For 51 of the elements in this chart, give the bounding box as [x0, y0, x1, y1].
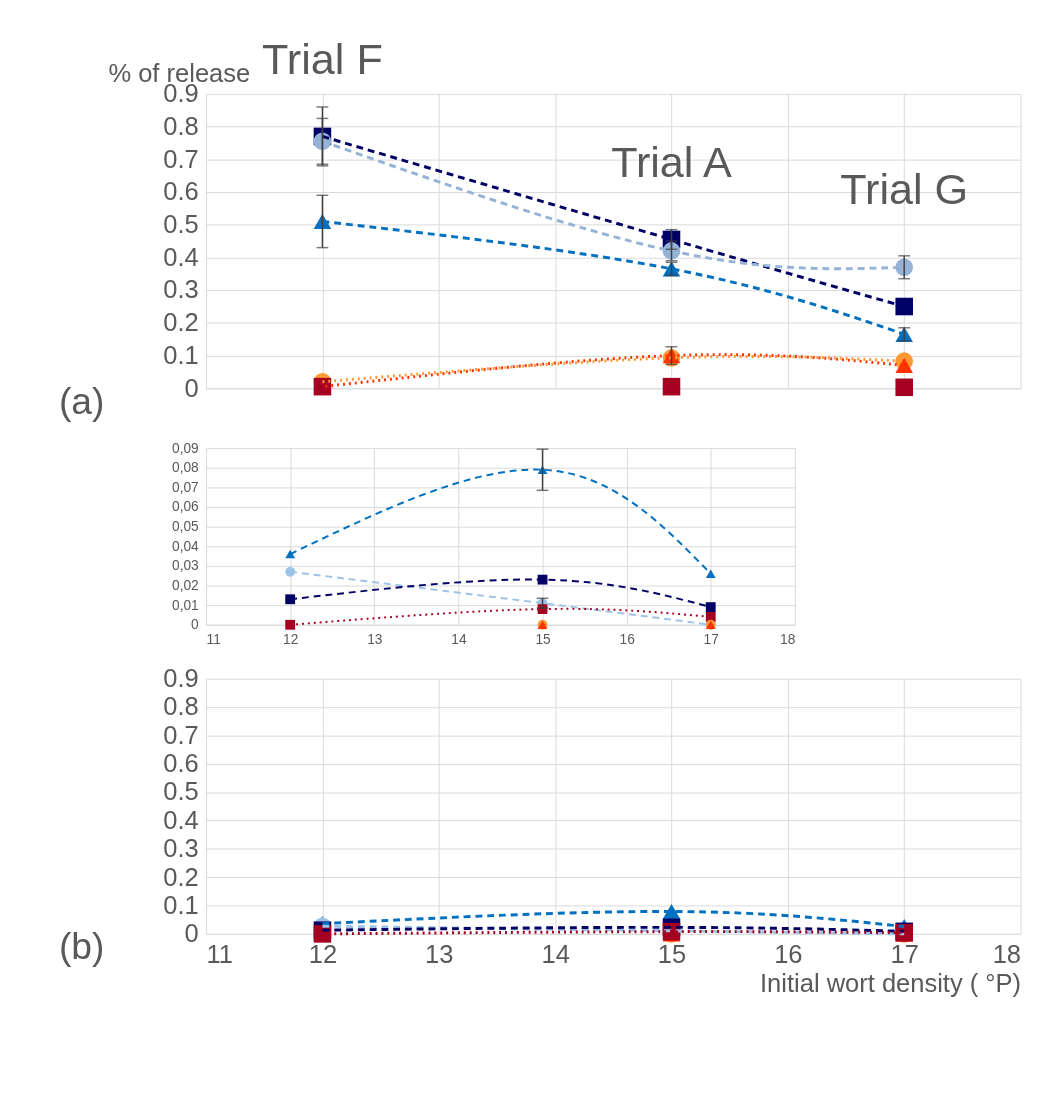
x-tick-label: 17: [890, 939, 919, 968]
x-tick-label: 17: [703, 631, 719, 647]
y-tick-label: 0,01: [172, 597, 199, 613]
text: (a): [58, 379, 105, 422]
x-tick-label: 13: [367, 631, 383, 647]
y-tick-label: 0,07: [172, 479, 199, 495]
x-tick-label: 15: [657, 939, 687, 968]
y-tick-label: 0,09: [172, 440, 199, 456]
y-tick-label: 0.1: [163, 340, 199, 369]
x-tick-label: 18: [992, 939, 1022, 968]
annotation: Trial G: [840, 165, 969, 214]
y-tick-label: 0.7: [163, 720, 199, 749]
y-tick-label: 0,04: [172, 538, 200, 554]
y-tick-label: 0,06: [172, 499, 200, 515]
y-tick-label: 0.2: [163, 308, 199, 337]
y-tick-label: 0.5: [163, 210, 199, 239]
y-tick-label: 0.2: [163, 862, 199, 891]
annotation: Trial F: [262, 34, 383, 83]
y-tick-label: 0.7: [163, 144, 199, 173]
x-tick-label: 11: [206, 631, 221, 647]
y-tick-label: 0: [184, 373, 199, 402]
y-tick-label: 0.1: [163, 890, 199, 919]
y-tick-label: 0,02: [172, 577, 199, 593]
x-tick-label: 14: [451, 631, 467, 647]
y-tick-label: 0.6: [163, 177, 199, 206]
y-tick-label: 0,08: [172, 460, 200, 476]
y-tick-label: 0.6: [163, 749, 199, 778]
x-tick-label: 12: [308, 939, 338, 968]
x-tick-label: 12: [283, 631, 299, 647]
y-tick-label: 0.9: [163, 664, 199, 693]
x-tick-label: 15: [535, 631, 552, 647]
y-tick-label: 0.5: [163, 777, 199, 806]
y-tick-label: 0: [184, 919, 199, 948]
y-tick-label: 0,03: [172, 558, 200, 574]
y-tick-label: 0.4: [163, 805, 199, 834]
x-tick-label: 18: [780, 631, 796, 647]
annotation: Trial A: [611, 137, 733, 186]
y-tick-label: 0: [191, 617, 200, 633]
y-tick-label: 0.8: [163, 692, 199, 721]
x-tick-label: 16: [619, 631, 636, 647]
y-tick-label: 0.3: [163, 275, 199, 304]
x-tick-label: 13: [425, 939, 454, 968]
y-tick-label: 0.4: [163, 242, 199, 271]
x-axis-title: Initial wort density ( °P): [760, 969, 1022, 998]
text: (b): [58, 925, 105, 968]
y-tick-label: 0.8: [163, 111, 199, 140]
x-tick-label: 11: [206, 939, 234, 968]
x-tick-label: 16: [774, 939, 803, 968]
y-tick-label: 0,05: [172, 519, 200, 535]
y-tick-label: 0.3: [163, 834, 199, 863]
x-tick-label: 14: [541, 939, 570, 968]
